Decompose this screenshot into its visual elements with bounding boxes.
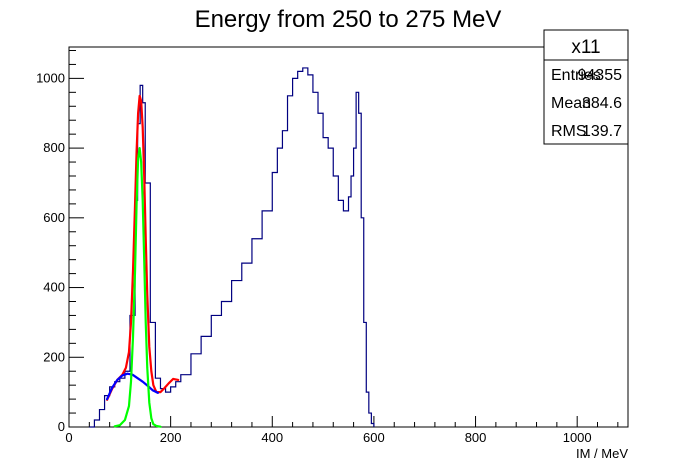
stats-mean-value: 384.6 bbox=[582, 95, 622, 112]
x-tick-label: 1000 bbox=[563, 430, 592, 445]
y-tick-label: 200 bbox=[43, 349, 65, 364]
stats-rms-label: RMS bbox=[551, 123, 587, 140]
y-tick-label: 0 bbox=[58, 419, 65, 434]
stats-entries-label: Entries bbox=[551, 67, 601, 84]
x-tick-label: 800 bbox=[465, 430, 487, 445]
x-tick-label: 600 bbox=[363, 430, 385, 445]
stats-mean-label: Mean bbox=[551, 95, 591, 112]
stats-box-frame bbox=[543, 29, 629, 145]
x-tick-label: 200 bbox=[160, 430, 182, 445]
y-tick-label: 400 bbox=[43, 280, 65, 295]
x-tick-label: 0 bbox=[65, 430, 72, 445]
y-tick-label: 600 bbox=[43, 210, 65, 225]
signal-fit-line bbox=[113, 147, 162, 428]
y-tick-label: 800 bbox=[43, 140, 65, 155]
stats-entries-value: 94355 bbox=[578, 67, 623, 84]
stats-rms-value: 139.7 bbox=[582, 123, 622, 140]
y-axis: 0 200 400 600 800 1000 bbox=[36, 49, 84, 434]
stats-name: x11 bbox=[571, 37, 600, 58]
x-axis-label: IM / MeV bbox=[576, 446, 628, 461]
stats-box: x11 Entries 94355 Mean 384.6 RMS 139.7 bbox=[543, 29, 629, 145]
x-tick-label: 400 bbox=[261, 430, 283, 445]
series-layer bbox=[89, 67, 375, 428]
chart-title: Energy from 250 to 275 MeV bbox=[195, 6, 502, 33]
total-fit-line bbox=[106, 94, 180, 401]
plot-frame bbox=[68, 46, 629, 428]
y-tick-label: 1000 bbox=[36, 70, 65, 85]
